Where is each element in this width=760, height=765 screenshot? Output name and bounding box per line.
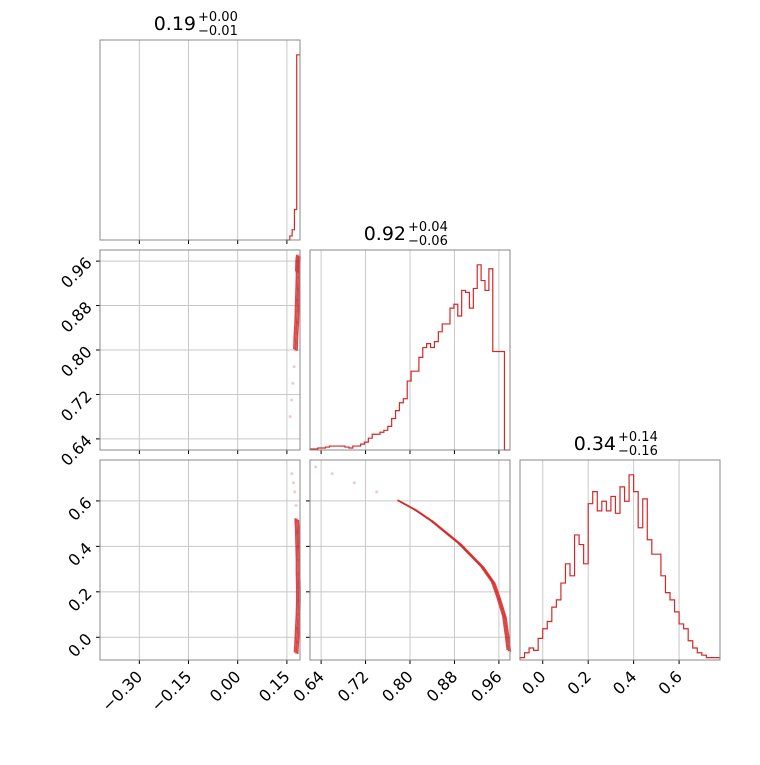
scatter-p0-p1-ytick-label: 0.80 [57, 342, 96, 381]
hist-p0-title-lower: −0.01 [198, 24, 238, 39]
scatter-p0-p2-ytick-label: 0.4 [64, 539, 95, 570]
scatter-p0-p1-ytick-label: 0.96 [57, 253, 96, 292]
scatter-p0-p1-contour [293, 254, 298, 350]
hist-p2-panel: 0.0 0.2 0.4 0.6 0.34 +0.14−0.16 [518, 430, 721, 698]
hist-p2-title-value: 0.34 [574, 433, 616, 455]
scatter-p0-p2-ytick-label: 0.2 [64, 584, 95, 615]
scatter-p1-p2-xtick-label: 0.96 [467, 667, 506, 706]
scatter-p0-p1-ytick-label: 0.64 [57, 431, 96, 470]
scatter-p1-p2-contour [396, 499, 509, 651]
hist-p2-title-lower: −0.16 [618, 444, 658, 459]
scatter-p0-p1-contour [294, 255, 300, 351]
scatter-p1-p2-contour [400, 501, 512, 652]
scatter-p0-p1-point [291, 381, 295, 385]
hist-p1-panel: 0.92 +0.04−0.06 [309, 220, 511, 454]
hist-p2-xtick-label: 0.0 [518, 667, 549, 698]
hist-p2-frame [519, 459, 721, 661]
scatter-p1-p2-xtick-label: 0.80 [378, 667, 417, 706]
hist-p0-title-upper: +0.00 [198, 10, 238, 25]
scatter-p0-p1-point [289, 398, 293, 402]
scatter-p1-p2-panel: 0.64 0.72 0.80 0.88 0.96 [289, 459, 512, 706]
scatter-p0-p2-xtick-label: −0.30 [98, 667, 146, 715]
hist-p1-title-lower: −0.06 [408, 234, 448, 249]
scatter-p0-p2-xtick-label: 0.15 [255, 667, 294, 706]
scatter-p0-p1-point [288, 415, 292, 419]
scatter-p0-p1-point [292, 365, 296, 369]
hist-p1-title-upper: +0.04 [408, 220, 448, 235]
hist-p1-histogram [309, 264, 510, 451]
scatter-p0-p1-ytick-label: 0.88 [57, 298, 96, 337]
hist-p2-xtick-label: 0.6 [654, 667, 685, 698]
scatter-p0-p2-point [294, 503, 298, 507]
scatter-p0-p2-xtick-label: −0.15 [147, 667, 195, 715]
hist-p0-histogram [285, 54, 300, 241]
scatter-p1-p2-xtick-label: 0.88 [423, 667, 462, 706]
hist-p2-xtick-label: 0.2 [564, 667, 595, 698]
hist-p0-frame [99, 39, 301, 241]
scatter-p0-p1-ytick-label: 0.72 [57, 387, 96, 426]
scatter-p0-p2-xtick-label: 0.00 [206, 667, 245, 706]
hist-p1-frame [309, 249, 511, 451]
scatter-p0-p2-frame [99, 459, 301, 661]
scatter-p1-p2-point [352, 481, 356, 485]
scatter-p1-p2-xtick-label: 0.72 [334, 667, 373, 706]
scatter-p0-p1-frame [99, 249, 301, 451]
scatter-p1-p2-point [314, 465, 318, 469]
scatter-p1-p2-point [330, 472, 334, 476]
hist-p1-title-value: 0.92 [364, 223, 406, 245]
scatter-p1-p2-xtick-label: 0.64 [289, 667, 328, 706]
scatter-p0-p2-contour [293, 518, 298, 653]
scatter-p0-p2-point [293, 490, 297, 494]
scatter-p0-p2-contour [295, 519, 300, 654]
hist-p2-xtick-label: 0.4 [609, 667, 640, 698]
scatter-p1-p2-frame [309, 459, 511, 661]
hist-p2-histogram [519, 474, 720, 660]
scatter-p0-p2-ytick-label: 0.0 [64, 629, 95, 660]
scatter-p0-p1-panel: 0.64 0.72 0.80 0.88 0.96 [57, 249, 301, 470]
scatter-p1-p2-point [375, 490, 379, 494]
hist-p2-title-upper: +0.14 [618, 430, 658, 445]
scatter-p0-p2-point [290, 472, 294, 476]
scatter-p1-p2-contour [398, 500, 510, 652]
hist-p0-title-value: 0.19 [154, 13, 196, 35]
scatter-p0-p2-point [291, 481, 295, 485]
hist-p0-panel: 0.19 +0.00−0.01 [99, 10, 301, 244]
scatter-p0-p2-ytick-label: 0.6 [64, 493, 95, 524]
scatter-p0-p2-panel: −0.30 −0.15 0.00 0.15 0.0 0.2 0.4 0.6 [64, 459, 301, 715]
